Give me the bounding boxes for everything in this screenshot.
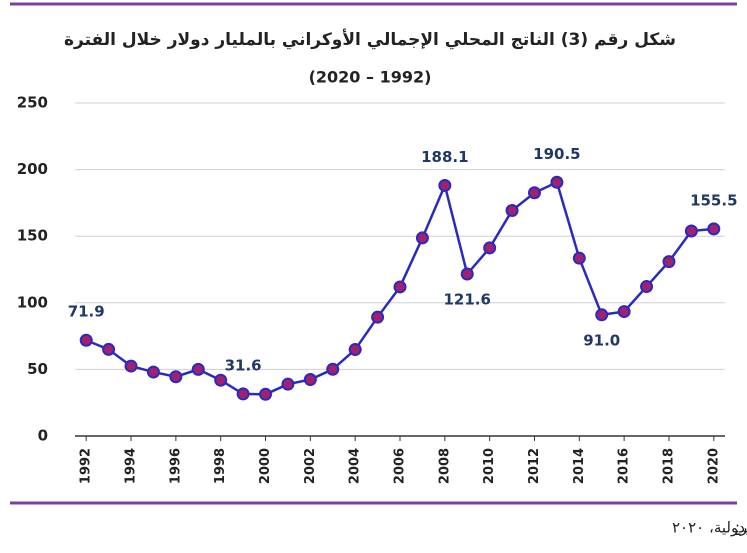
data-label: 188.1: [421, 148, 468, 166]
point: [505, 203, 519, 217]
x-tick-label: 2020: [706, 448, 721, 484]
x-tick-label: 2004: [348, 448, 363, 484]
point: [460, 267, 474, 281]
point: [79, 333, 93, 347]
chart-title: شكل رقم (3) الناتج المحلي الإجمالي الأوك…: [64, 29, 676, 50]
y-tick-label: 250: [17, 94, 48, 112]
point: [259, 387, 273, 401]
x-tick-label: 2010: [482, 448, 497, 484]
y-tick-label: 50: [27, 360, 48, 378]
y-tick-label: 0: [38, 427, 48, 445]
x-tick-label: 1996: [168, 448, 183, 484]
point: [662, 255, 676, 269]
point: [124, 359, 138, 373]
x-tick-label: 2018: [661, 448, 676, 484]
x-tick-label: 2000: [258, 448, 273, 484]
point: [281, 377, 295, 391]
point: [617, 305, 631, 319]
point: [393, 280, 407, 294]
y-tick-label: 150: [17, 227, 48, 245]
point: [371, 310, 385, 324]
point: [438, 178, 452, 192]
point: [102, 342, 116, 356]
point: [146, 365, 160, 379]
point: [595, 308, 609, 322]
x-tick-label: 2002: [303, 448, 318, 484]
point: [527, 186, 541, 200]
data-label: 31.6: [225, 356, 262, 374]
data-label: 71.9: [68, 303, 105, 321]
x-tick-label: 2008: [437, 448, 452, 484]
x-tick-label: 2012: [527, 448, 542, 484]
point: [707, 222, 721, 236]
point: [572, 251, 586, 265]
data-label: 155.5: [690, 191, 737, 209]
point: [483, 241, 497, 255]
point: [684, 224, 698, 238]
source: البنك الدولي، مؤشرات التنمية الدولية، ٢٠…: [672, 519, 747, 538]
point: [214, 373, 228, 387]
x-tick-label: 1992: [79, 448, 94, 484]
x-tick-label: 2006: [393, 448, 408, 484]
source-label: المصدر:: [735, 519, 747, 537]
point: [550, 175, 564, 189]
point: [303, 373, 317, 387]
point: [640, 280, 654, 294]
x-tick-label: 1994: [124, 448, 139, 484]
point: [326, 362, 340, 376]
y-tick-label: 100: [17, 293, 48, 311]
x-tick-label: 2016: [617, 448, 632, 484]
y-tick-label: 200: [17, 160, 48, 178]
x-tick-label: 2014: [572, 448, 587, 484]
chart-subtitle: (2020 – 1992): [309, 68, 432, 87]
point: [191, 362, 205, 376]
data-label: 190.5: [533, 145, 580, 163]
point: [415, 231, 429, 245]
data-label: 121.6: [444, 291, 491, 309]
point: [348, 343, 362, 357]
point: [169, 370, 183, 384]
x-tick-label: 1998: [213, 448, 228, 484]
data-label: 91.0: [583, 331, 620, 349]
point: [236, 387, 250, 401]
